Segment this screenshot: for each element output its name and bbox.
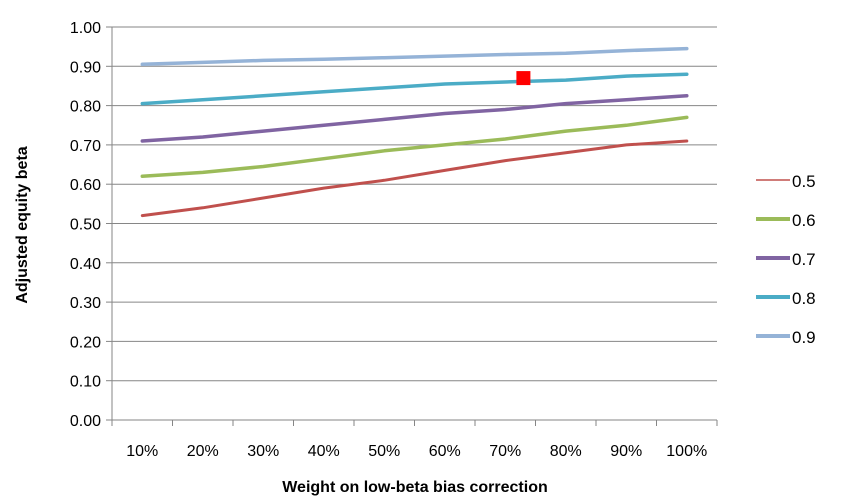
- y-tick-label: 0.90: [70, 59, 101, 76]
- grid-lines: [106, 26, 717, 421]
- y-tick-label: 0.10: [70, 374, 101, 391]
- legend-label-0.5: 0.5: [792, 172, 816, 191]
- x-tick-label: 10%: [126, 443, 158, 460]
- highlight-marker: [516, 71, 531, 86]
- legend-label-0.8: 0.8: [792, 289, 816, 308]
- legend: 0.5 0.6 0.7 0.8 0.9: [756, 172, 816, 347]
- x-tick-label: 20%: [187, 443, 219, 460]
- x-tick-labels: 10% 20% 30% 40% 50% 60% 70% 80% 90% 100%: [126, 443, 707, 460]
- markers: [516, 71, 531, 86]
- x-tick-label: 60%: [429, 443, 461, 460]
- y-tick-label: 0.00: [70, 413, 101, 430]
- y-tick-label: 0.30: [70, 295, 101, 312]
- series-line-0.8: [140, 72, 689, 106]
- y-tick-label: 0.80: [70, 99, 101, 116]
- x-tick-label: 100%: [666, 443, 707, 460]
- x-tick-label: 30%: [247, 443, 279, 460]
- series-line-0.5: [140, 139, 689, 218]
- x-tick-label: 90%: [610, 443, 642, 460]
- series-line-0.7: [140, 94, 689, 143]
- y-tick-label: 1.00: [70, 20, 101, 37]
- y-tick-label: 0.20: [70, 334, 101, 351]
- x-tick-label: 70%: [489, 443, 521, 460]
- axes: [111, 27, 718, 426]
- x-tick-label: 50%: [368, 443, 400, 460]
- series-line-0.9: [140, 46, 689, 67]
- y-tick-label: 0.60: [70, 177, 101, 194]
- series-lines: [140, 46, 689, 218]
- legend-label-0.6: 0.6: [792, 211, 816, 230]
- y-tick-label: 0.40: [70, 256, 101, 273]
- x-axis-title: Weight on low-beta bias correction: [282, 479, 548, 496]
- x-tick-label: 40%: [308, 443, 340, 460]
- legend-label-0.7: 0.7: [792, 250, 816, 269]
- legend-label-0.9: 0.9: [792, 328, 816, 347]
- y-tick-labels: 0.00 0.10 0.20 0.30 0.40 0.50 0.60 0.70 0.80 0.90…: [70, 20, 101, 430]
- series-line-0.6: [140, 115, 689, 179]
- x-tick-label: 80%: [550, 443, 582, 460]
- y-axis-title: Adjusted equity beta: [14, 146, 31, 303]
- y-tick-label: 0.70: [70, 138, 101, 155]
- y-tick-label: 0.50: [70, 217, 101, 234]
